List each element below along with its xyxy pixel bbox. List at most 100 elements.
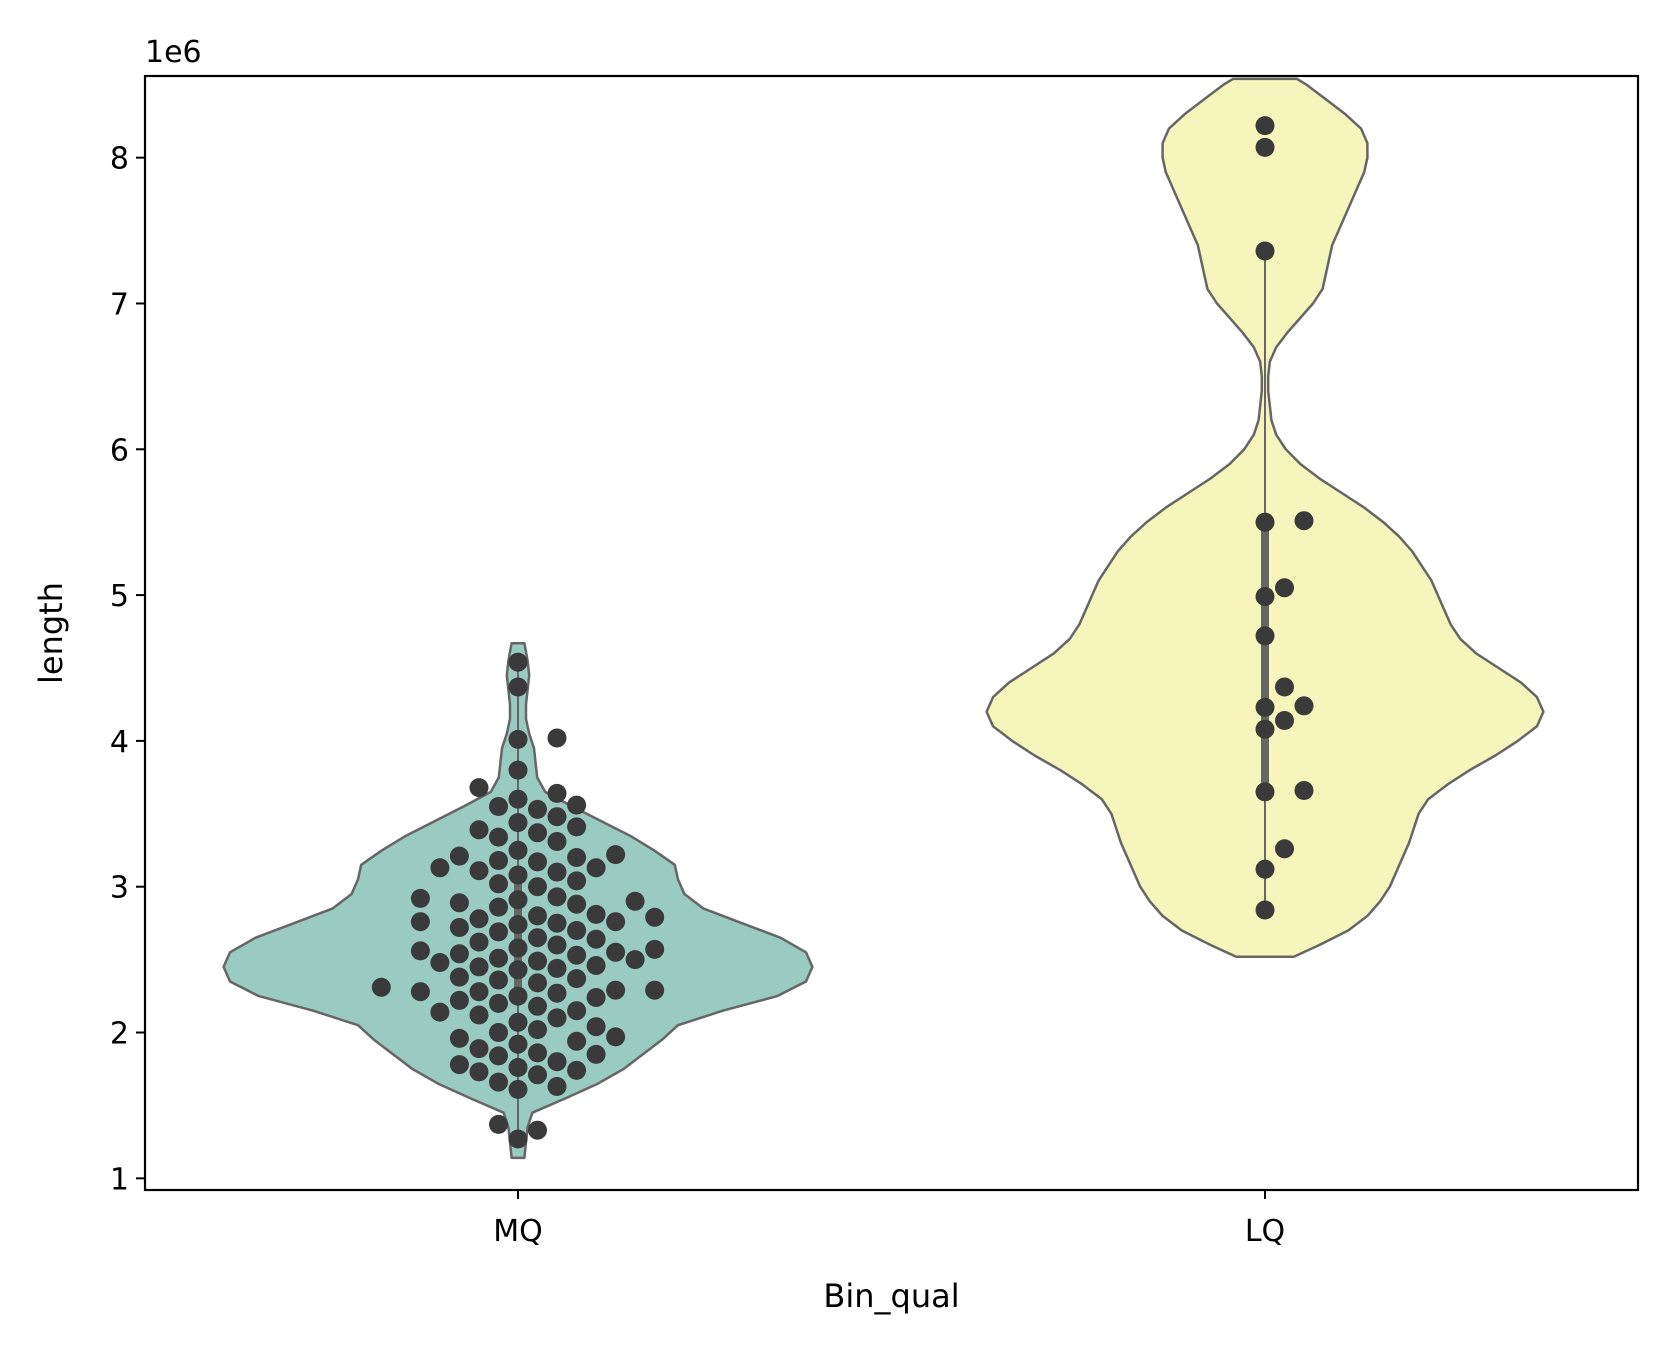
data-point-mq — [449, 967, 469, 987]
data-point-mq — [586, 1044, 606, 1064]
data-point-mq — [508, 789, 528, 809]
data-point-mq — [606, 942, 626, 962]
data-point-lq — [1255, 116, 1275, 136]
data-point-mq — [567, 817, 587, 837]
data-point-mq — [508, 938, 528, 958]
data-point-mq — [528, 1065, 547, 1085]
data-point-mq — [508, 1012, 528, 1032]
y-tick-label: 5 — [110, 579, 129, 614]
data-point-lq — [1255, 697, 1275, 717]
data-point-lq — [1255, 900, 1275, 920]
data-point-mq — [586, 858, 606, 878]
data-point-mq — [508, 760, 528, 780]
data-point-mq — [489, 851, 508, 870]
data-point-mq — [489, 897, 508, 917]
data-point-mq — [606, 845, 626, 865]
data-point-mq — [547, 1077, 567, 1096]
data-point-mq — [489, 922, 508, 942]
data-point-mq — [586, 988, 606, 1007]
y-axis: 1 2 3 4 5 6 7 8 — [110, 142, 145, 1197]
data-point-mq — [547, 983, 567, 1003]
y-axis-label: length — [32, 582, 70, 684]
data-point-mq — [528, 799, 547, 819]
y-tick-label: 4 — [110, 725, 129, 760]
data-point-mq — [508, 652, 528, 672]
data-point-mq — [547, 862, 567, 882]
data-point-lq — [1255, 512, 1275, 532]
data-point-mq — [567, 795, 587, 815]
data-point-mq — [528, 1120, 547, 1140]
points-layer — [371, 116, 1314, 1149]
y-tick-label: 2 — [110, 1017, 129, 1052]
data-point-mq — [469, 957, 489, 977]
data-point-mq — [528, 951, 547, 971]
data-point-mq — [489, 948, 508, 968]
plot-frame — [143, 74, 1640, 1192]
data-point-mq — [586, 956, 606, 975]
data-point-mq — [489, 1023, 508, 1042]
data-point-mq — [606, 980, 626, 1000]
data-point-mq — [586, 904, 606, 924]
data-point-lq — [1275, 839, 1294, 859]
data-point-mq — [430, 858, 450, 878]
data-point-mq — [547, 913, 567, 933]
data-point-mq — [547, 728, 567, 748]
data-point-mq — [547, 1052, 567, 1072]
data-point-mq — [469, 932, 489, 952]
data-point-mq — [645, 980, 665, 1000]
data-point-mq — [567, 969, 587, 989]
data-point-mq — [567, 945, 587, 965]
data-point-mq — [508, 890, 528, 910]
data-point-lq — [1294, 696, 1314, 716]
data-point-mq — [489, 827, 508, 847]
data-point-mq — [528, 877, 547, 897]
data-point-mq — [625, 891, 645, 911]
data-point-mq — [449, 846, 469, 866]
data-point-mq — [449, 944, 469, 964]
data-point-mq — [567, 871, 587, 891]
data-point-mq — [547, 783, 567, 803]
data-point-mq — [567, 1060, 587, 1080]
data-point-mq — [528, 973, 547, 993]
data-point-lq — [1255, 241, 1275, 261]
y-offset-label: 1e6 — [145, 35, 202, 70]
data-point-mq — [469, 861, 489, 881]
data-point-mq — [430, 1002, 450, 1022]
data-point-mq — [489, 1114, 508, 1134]
data-point-mq — [567, 1001, 587, 1021]
data-point-lq — [1294, 511, 1314, 531]
x-tick-label: LQ — [1245, 1214, 1285, 1249]
data-point-mq — [528, 996, 547, 1016]
data-point-mq — [528, 852, 547, 872]
data-point-mq — [410, 912, 430, 932]
data-point-mq — [508, 1034, 528, 1054]
y-tick-label: 7 — [110, 287, 129, 322]
data-point-mq — [567, 894, 587, 914]
data-point-lq — [1275, 677, 1294, 697]
data-point-mq — [449, 918, 469, 937]
data-point-mq — [489, 1046, 508, 1066]
data-point-mq — [489, 970, 508, 990]
data-point-lq — [1255, 587, 1275, 606]
data-point-mq — [410, 982, 430, 1002]
x-axis: MQ LQ — [493, 1190, 1285, 1249]
data-point-mq — [449, 893, 469, 913]
data-point-mq — [606, 1027, 626, 1047]
data-point-mq — [508, 865, 528, 885]
data-point-lq — [1255, 782, 1275, 802]
data-point-mq — [508, 960, 528, 980]
data-point-mq — [508, 813, 528, 833]
data-point-mq — [469, 909, 489, 929]
data-point-mq — [547, 958, 567, 978]
data-point-mq — [528, 906, 547, 926]
data-point-mq — [508, 1079, 528, 1099]
data-point-mq — [606, 912, 626, 932]
data-point-mq — [410, 941, 430, 961]
data-point-mq — [469, 1039, 489, 1059]
data-point-lq — [1255, 859, 1275, 879]
x-axis-label: Bin_qual — [823, 1277, 959, 1315]
data-point-lq — [1294, 781, 1314, 800]
data-point-lq — [1255, 137, 1275, 157]
y-tick-label: 3 — [110, 871, 129, 906]
data-point-mq — [645, 907, 665, 927]
